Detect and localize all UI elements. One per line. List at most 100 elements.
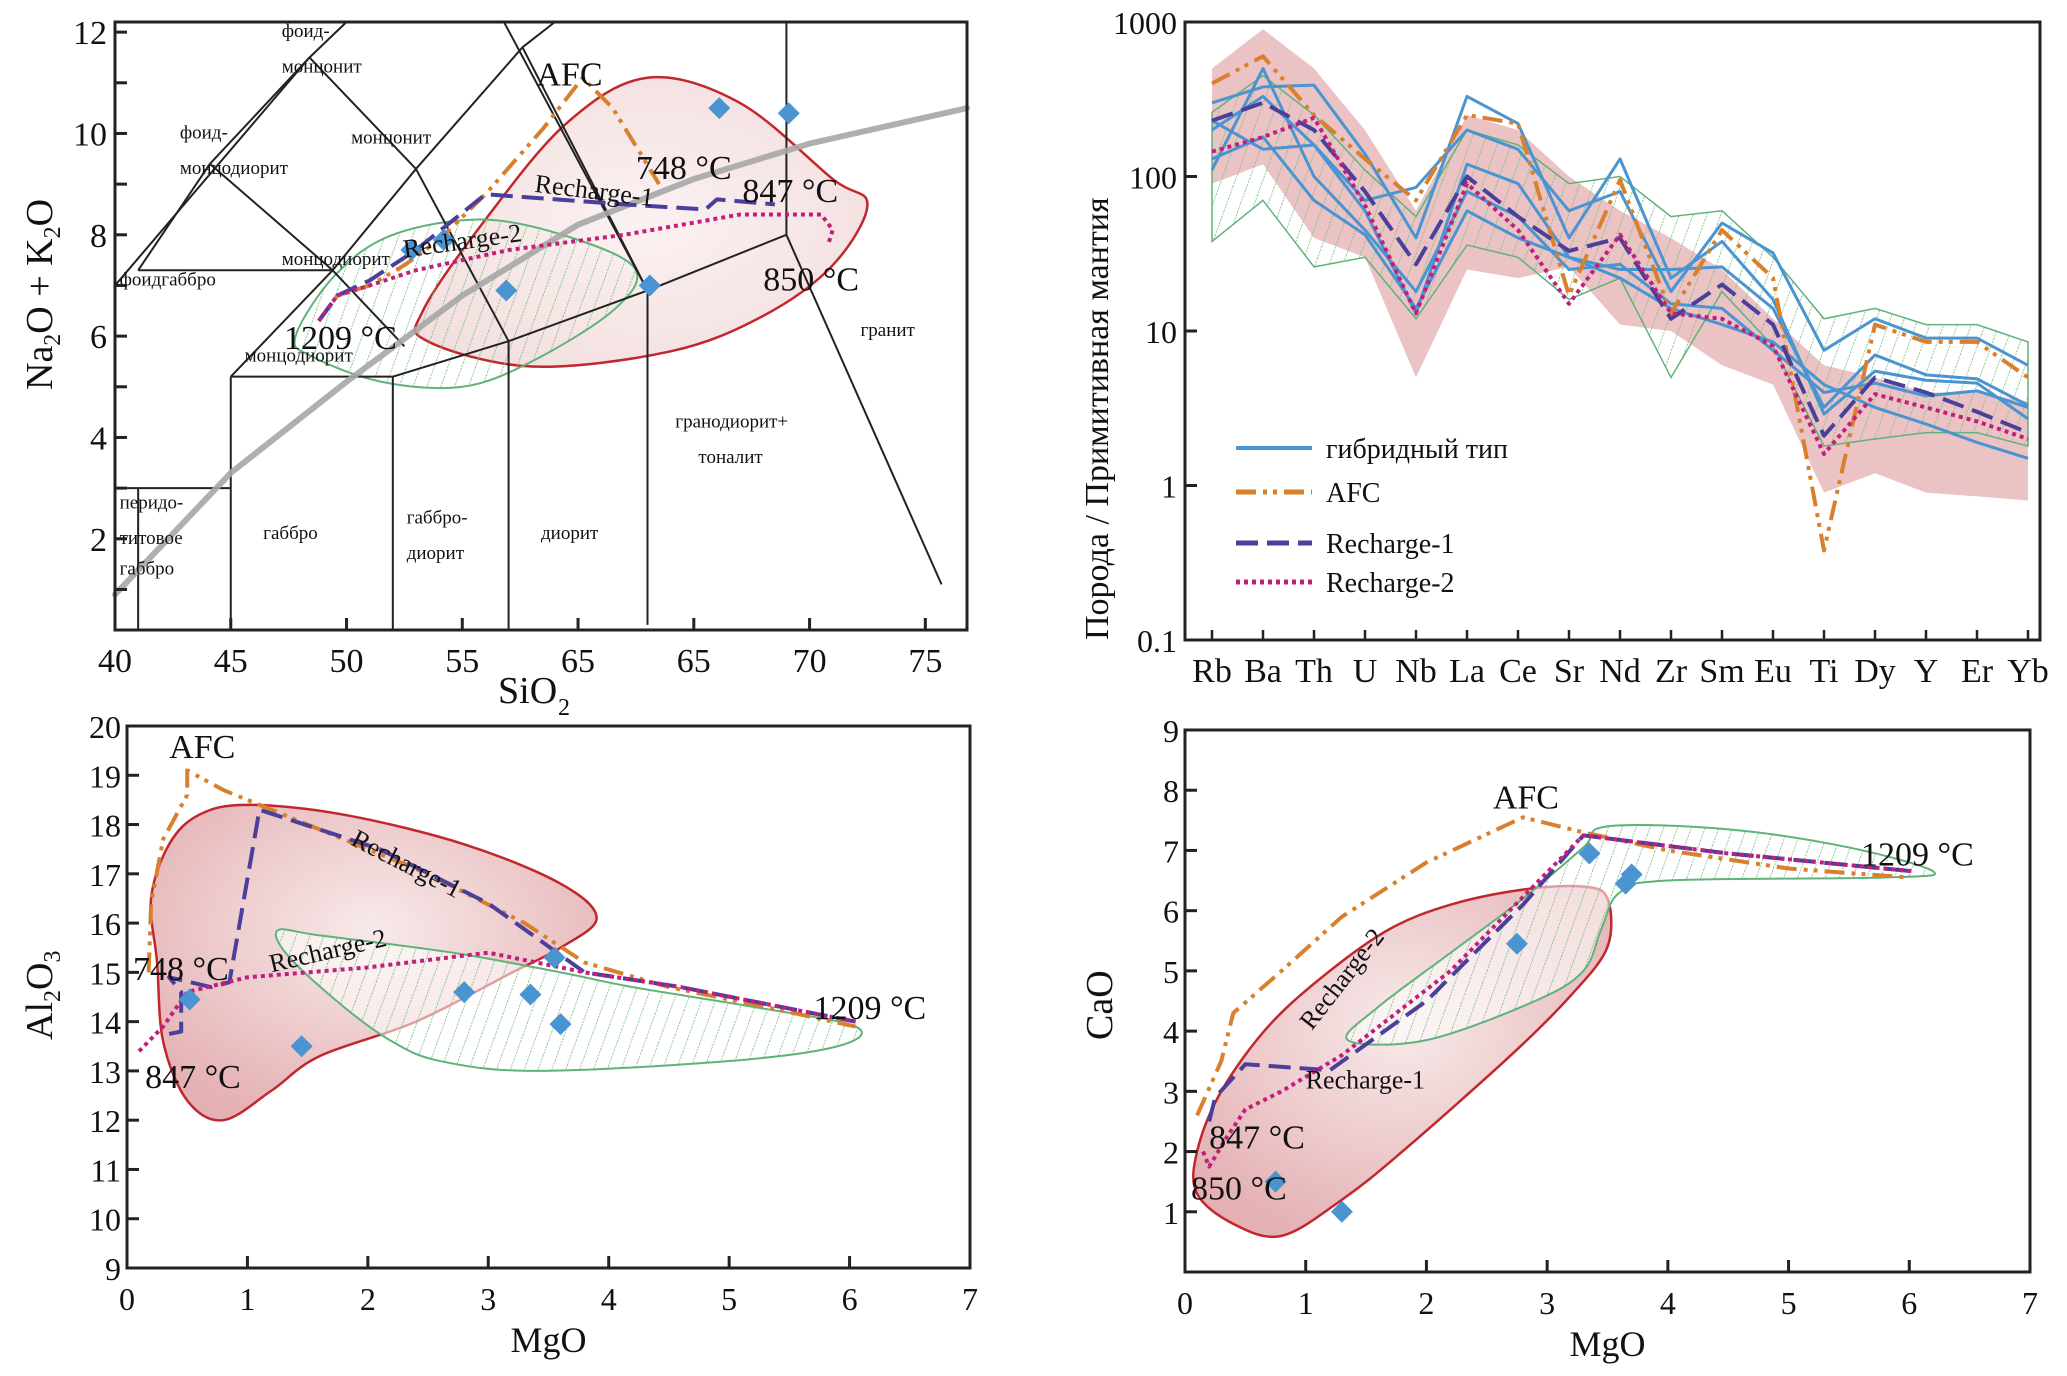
y-axis-label-part: CaO [1079,970,1121,1040]
y-tick-label: 20 [89,709,121,745]
series-гибридный-тип [1211,83,2029,421]
y-axis-label-part: 2 [40,226,66,238]
rock-field-label: фоид- [180,123,228,144]
rock-field-label: гранит [861,320,916,341]
y-axis-label-part: O + K [19,238,61,334]
x-tick-label: 4 [601,1281,617,1317]
x-tick-label: 65 [677,643,711,680]
x-tick-label: Er [1961,653,1994,690]
sample-marker [400,239,423,261]
field-boundary-line [785,234,943,585]
annotation-label: 1209 °C [813,990,926,1027]
sample-marker [1264,1170,1287,1193]
series-recharge-2 [1201,833,1916,1169]
y-tick-label: 5 [1163,954,1179,990]
field-boundary-line [331,168,417,271]
x-tick-label: 3 [480,1281,496,1317]
y-tick-label: 6 [90,319,107,356]
y-tick-label: 13 [89,1054,121,1090]
x-tick-label: Eu [1754,653,1792,690]
field-boundary-line [308,21,348,59]
annotation-label: 847 °C [145,1059,241,1096]
y-axis-label: Na2O + K2O [19,199,66,390]
annotation-label: 847 °C [742,173,838,210]
rock-field-label: гранодиорит+ [675,411,788,432]
sample-marker [708,97,731,120]
sample-marker [432,228,455,251]
field-boundary-line [415,168,510,342]
x-tick-label: 5 [721,1281,737,1317]
rock-field-label: габбро [120,558,175,579]
sample-marker [638,274,661,297]
rock-field-label: диорит [541,523,599,544]
x-tick-label: Sr [1554,653,1585,690]
annotation-label: AFC [169,729,235,766]
y-tick-label: 11 [90,1152,121,1188]
x-tick-label: 3 [1539,1285,1555,1321]
sample-marker [495,279,518,302]
x-tick-label: 5 [1781,1285,1797,1321]
x-tick-label: 55 [445,643,479,680]
field-boundary-line [230,269,334,378]
x-tick-label: 50 [330,643,364,680]
sample-marker [290,1035,313,1058]
x-tick-label: 1 [1298,1285,1314,1321]
y-tick-label: 4 [1163,1014,1179,1050]
y-tick-label: 8 [90,218,107,255]
x-tick-label: Ba [1244,653,1282,690]
rock-field-label: монцодиорит [282,249,391,270]
y-tick-label: 1 [1161,469,1177,505]
sample-marker [543,946,566,969]
annotation-label: 850 °C [763,262,859,299]
y-tick-label: 4 [90,420,107,457]
y-tick-label: 12 [89,1103,121,1139]
y-axis-label: Al2O3 [19,951,66,1040]
y-tick-label: 10 [89,1202,121,1238]
legend: гибридный тип AFC Recharge-1 Recharge-2 [1236,434,1508,599]
y-axis-label: CaO [1079,970,1121,1040]
x-tick-label: 45 [214,643,248,680]
y-tick-label: 0.1 [1137,623,1177,659]
sample-marker [1578,842,1601,865]
annotation-label: AFC [1493,779,1559,816]
x-axis-label: SiO [498,670,557,712]
field-boundary-line [508,289,648,343]
x-tick-label: Ti [1809,653,1838,690]
x-tick-label: Dy [1854,653,1896,690]
rock-field-label: габбро- [407,508,468,529]
y-axis-label-part: O [19,199,61,226]
field-boundary-line [331,269,406,347]
rock-field-label: перидо- [120,492,184,513]
y-tick-label: 100 [1129,160,1177,196]
y-tick-label: 15 [89,955,121,991]
x-tick-label: 2 [360,1281,376,1317]
rock-field-label: монцонит [282,57,363,78]
field-boundary-line [392,340,509,378]
series-recharge-2 [317,212,835,323]
x-axis-label: MgO [1569,1324,1645,1364]
field-boundary-line [209,56,311,165]
field-green [274,928,863,1072]
rock-field-boundaries [114,21,943,630]
y-tick-label: 10 [1145,314,1177,350]
x-tick-label: 6 [1901,1285,1917,1321]
sample-marker [178,988,201,1011]
x-tick-label: Nb [1395,653,1437,690]
y-axis-label: Порода / Примитивная мантия [1079,197,1116,640]
annotation-label: 748 °C [636,150,732,187]
x-tick-label: 7 [2022,1285,2038,1321]
sample-marker [777,102,800,125]
y-tick-label: 1 [1163,1195,1179,1231]
field-boundary-line [647,233,787,292]
field-boundary-line [415,46,524,170]
y-axis-label-part: 2 [40,334,66,346]
x-tick-label: Rb [1192,653,1232,690]
y-tick-label: 7 [1163,833,1179,869]
y-tick-label: 16 [89,906,121,942]
sample-marker [1620,863,1643,886]
y-axis-label-part: 2 [40,990,66,1002]
x-tick-label: 2 [1418,1285,1434,1321]
y-axis-label-part: Al [19,1002,61,1040]
sample-marker [453,981,476,1004]
y-tick-label: 3 [1163,1074,1179,1110]
